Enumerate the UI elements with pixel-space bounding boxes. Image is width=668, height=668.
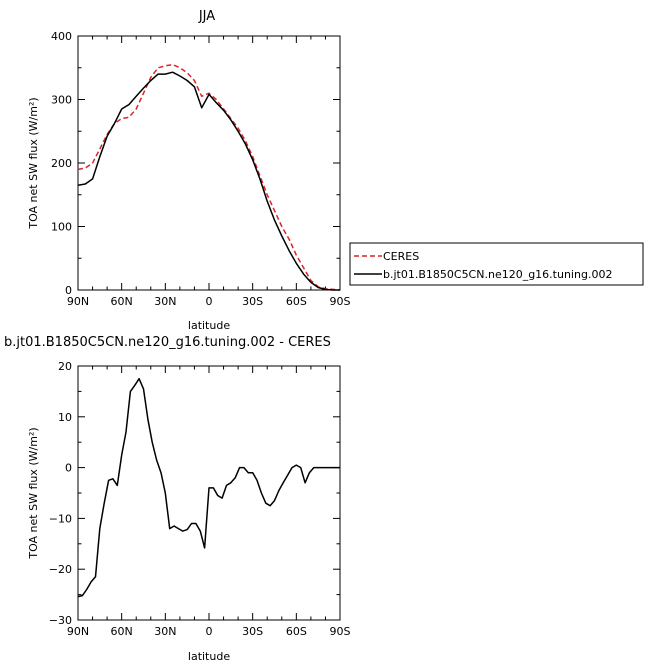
top-panel-series — [77, 63, 341, 291]
top-y-tick-label: 200 — [51, 157, 72, 170]
top-panel-title: JJA — [198, 9, 215, 24]
legend: CERES b.jt01.B1850C5CN.ne120_g16.tuning.… — [349, 242, 644, 286]
top-x-tick-label: 60S — [286, 295, 307, 308]
bottom-y-tick-label: −20 — [49, 563, 72, 576]
top-x-tick-label: 60N — [111, 295, 133, 308]
bottom-panel-title: b.jt01.B1850C5CN.ne120_g16.tuning.002 - … — [4, 335, 331, 350]
bottom-x-tick-label: 30S — [242, 625, 263, 638]
top-panel-x-axis-label: latitude — [188, 319, 230, 332]
top-x-tick-label: 0 — [206, 295, 213, 308]
top-x-tick-label: 90N — [67, 295, 89, 308]
top-panel-y-axis-label: TOA net SW flux (W/m²) — [27, 97, 40, 229]
top-y-tick-label: 0 — [65, 284, 72, 297]
bottom-y-tick-label: 20 — [58, 360, 72, 373]
bottom-x-tick-label: 90S — [330, 625, 351, 638]
top-y-tick-label: 400 — [51, 30, 72, 43]
top-x-tick-label: 30N — [154, 295, 176, 308]
legend-box — [349, 242, 644, 286]
bottom-x-tick-label: 30N — [154, 625, 176, 638]
bottom-y-tick-label: −30 — [49, 614, 72, 627]
top-y-tick-label: 100 — [51, 221, 72, 234]
bottom-panel-x-axis-label: latitude — [188, 650, 230, 663]
bottom-y-tick-label: 10 — [58, 411, 72, 424]
top-x-tick-label: 30S — [242, 295, 263, 308]
bottom-panel-ticks: 90N 60N 30N 0 30S 60S 90S −30 −20 −10 0 10 20 — [49, 360, 351, 638]
bottom-series-line-0 — [77, 377, 340, 598]
top-y-tick-label: 300 — [51, 94, 72, 107]
bottom-x-tick-label: 60N — [111, 625, 133, 638]
bottom-x-tick-label: 90N — [67, 625, 89, 638]
bottom-y-tick-label: −10 — [49, 512, 72, 525]
bottom-x-tick-label: 60S — [286, 625, 307, 638]
top-series-line-1 — [77, 71, 340, 291]
top-panel: JJA 90N 60N 30N 0 30S 60S 90S 0 100 200 300 400 lat… — [27, 9, 351, 332]
bottom-x-tick-label: 0 — [206, 625, 213, 638]
top-panel-ticks: 90N 60N 30N 0 30S 60S 90S 0 100 200 300 400 — [51, 30, 351, 308]
bottom-y-tick-label: 0 — [65, 462, 72, 475]
legend-ceres-label: CERES — [383, 250, 419, 263]
top-series-line-0 — [77, 63, 341, 291]
bottom-panel-series — [77, 377, 340, 598]
top-x-tick-label: 90S — [330, 295, 351, 308]
top-panel-frame — [77, 35, 341, 291]
bottom-panel: b.jt01.B1850C5CN.ne120_g16.tuning.002 - … — [4, 335, 351, 663]
bottom-panel-y-axis-label: TOA net SW flux (W/m²) — [27, 427, 40, 559]
legend-model-label: b.jt01.B1850C5CN.ne120_g16.tuning.002 — [383, 268, 612, 281]
